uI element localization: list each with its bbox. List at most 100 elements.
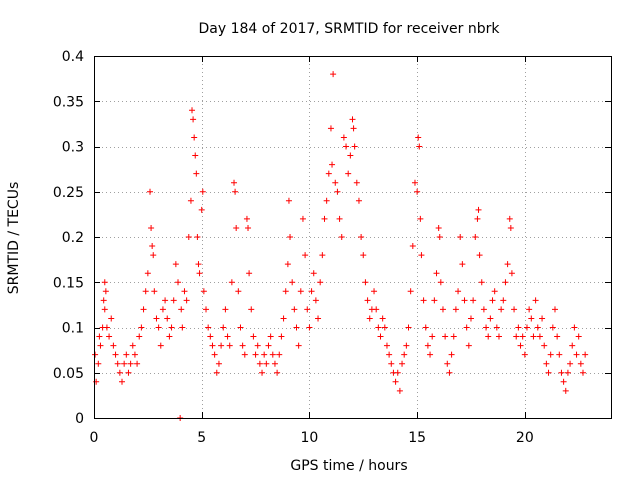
data-point bbox=[502, 279, 509, 286]
y-tick-label: 0.25 bbox=[53, 185, 84, 201]
data-point bbox=[259, 369, 266, 376]
data-point bbox=[168, 324, 175, 331]
data-point bbox=[493, 324, 500, 331]
data-point bbox=[147, 188, 154, 195]
data-point bbox=[379, 315, 386, 322]
data-point bbox=[101, 306, 108, 313]
data-point bbox=[170, 297, 177, 304]
data-point bbox=[414, 188, 421, 195]
data-point bbox=[330, 71, 337, 78]
data-point bbox=[323, 197, 330, 204]
data-point bbox=[295, 342, 302, 349]
data-point bbox=[399, 360, 406, 367]
data-point bbox=[263, 360, 270, 367]
data-point bbox=[166, 333, 173, 340]
data-point bbox=[371, 288, 378, 295]
data-point bbox=[289, 279, 296, 286]
data-point bbox=[332, 179, 339, 186]
data-point bbox=[153, 315, 160, 322]
x-tick-label: 15 bbox=[408, 430, 426, 446]
data-point bbox=[437, 279, 444, 286]
data-point bbox=[327, 125, 334, 132]
data-point bbox=[343, 143, 350, 150]
data-point bbox=[519, 333, 526, 340]
data-point bbox=[127, 360, 134, 367]
data-point bbox=[232, 188, 239, 195]
data-point bbox=[252, 351, 259, 358]
data-point bbox=[198, 206, 205, 213]
data-point bbox=[243, 215, 250, 222]
data-point bbox=[446, 369, 453, 376]
data-point bbox=[299, 215, 306, 222]
data-point bbox=[547, 351, 554, 358]
data-point bbox=[100, 297, 107, 304]
data-point bbox=[564, 369, 571, 376]
data-point bbox=[185, 234, 192, 240]
data-point bbox=[199, 188, 206, 195]
data-point bbox=[140, 306, 147, 313]
data-point bbox=[459, 261, 466, 268]
data-point bbox=[416, 143, 423, 150]
data-point bbox=[403, 342, 410, 349]
axis-ticks bbox=[94, 56, 611, 419]
data-point bbox=[178, 306, 185, 313]
data-point bbox=[405, 324, 412, 331]
data-point bbox=[377, 333, 384, 340]
data-point bbox=[200, 288, 207, 295]
data-point bbox=[362, 279, 369, 286]
data-point bbox=[530, 333, 537, 340]
data-point bbox=[325, 170, 332, 177]
data-point bbox=[489, 297, 496, 304]
data-point bbox=[114, 360, 121, 367]
data-point bbox=[431, 297, 438, 304]
data-point bbox=[183, 297, 190, 304]
data-point bbox=[411, 179, 418, 186]
data-point bbox=[345, 170, 352, 177]
data-point bbox=[194, 234, 201, 240]
data-point bbox=[123, 351, 130, 358]
data-point bbox=[517, 342, 524, 349]
data-point bbox=[427, 351, 434, 358]
data-point bbox=[306, 324, 313, 331]
data-point bbox=[285, 197, 292, 204]
data-point bbox=[187, 197, 194, 204]
data-point bbox=[558, 369, 565, 376]
data-point bbox=[157, 342, 164, 349]
data-point bbox=[142, 288, 149, 295]
data-point bbox=[172, 261, 179, 268]
data-point bbox=[463, 324, 470, 331]
data-point bbox=[366, 315, 373, 322]
data-point bbox=[375, 324, 382, 331]
data-point bbox=[92, 351, 99, 358]
data-point bbox=[450, 333, 457, 340]
data-point bbox=[237, 324, 244, 331]
data-point bbox=[155, 324, 162, 331]
data-point bbox=[211, 351, 218, 358]
data-point bbox=[350, 125, 357, 132]
data-point bbox=[218, 342, 225, 349]
data-point bbox=[407, 288, 414, 295]
data-point bbox=[190, 116, 197, 123]
data-point bbox=[108, 315, 115, 322]
y-tick-label: 0 bbox=[75, 411, 84, 427]
data-point bbox=[439, 306, 446, 313]
data-point bbox=[231, 179, 238, 186]
data-point bbox=[297, 288, 304, 295]
data-point bbox=[308, 288, 315, 295]
data-point bbox=[224, 333, 231, 340]
data-point bbox=[422, 324, 429, 331]
data-point bbox=[215, 360, 222, 367]
data-point bbox=[436, 234, 443, 240]
data-point bbox=[149, 243, 156, 250]
data-point bbox=[551, 306, 558, 313]
data-point bbox=[310, 270, 317, 277]
data-point bbox=[151, 288, 158, 295]
data-point bbox=[461, 297, 468, 304]
data-point bbox=[226, 342, 233, 349]
data-point bbox=[364, 297, 371, 304]
x-tick-label: 0 bbox=[90, 430, 99, 446]
data-point bbox=[256, 360, 263, 367]
data-point bbox=[265, 342, 272, 349]
data-point bbox=[347, 152, 354, 159]
data-point bbox=[101, 279, 108, 286]
